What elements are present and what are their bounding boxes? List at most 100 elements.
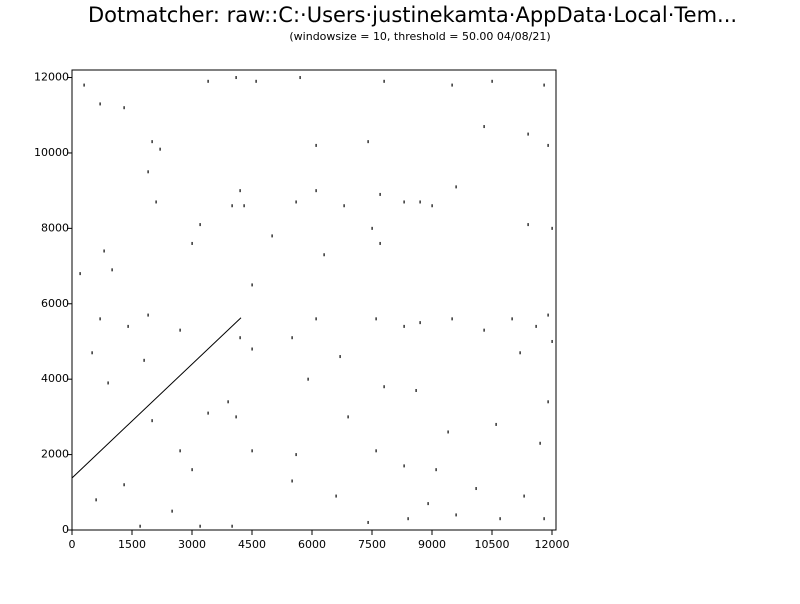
dot [419,200,421,204]
dot [419,321,421,325]
dot [103,249,105,253]
dot [543,517,545,521]
dot [231,524,233,528]
dot [127,324,129,328]
dot [347,415,349,419]
dot [527,223,529,227]
dot [99,102,101,106]
dot [191,468,193,472]
dot [491,79,493,83]
dot [171,509,173,513]
dot [551,339,553,343]
y-tick-label: 6000 [41,297,69,310]
dot [523,494,525,498]
dot [179,328,181,332]
dot [107,381,109,385]
dot [295,200,297,204]
dot [83,83,85,87]
dot [271,234,273,238]
dot [379,192,381,196]
x-tick-label: 12000 [535,538,570,551]
x-tick-label: 0 [69,538,76,551]
y-tick-label: 2000 [41,448,69,461]
dot [367,140,369,144]
dot [207,411,209,415]
y-tick-label: 0 [62,523,69,536]
dot [295,453,297,457]
dot [407,517,409,521]
dot [239,189,241,193]
dot [235,415,237,419]
dot [375,317,377,321]
dot [339,355,341,359]
dot [455,185,457,189]
dot [483,125,485,129]
dot [451,83,453,87]
dot [403,200,405,204]
dot [227,400,229,404]
chart-title: Dotmatcher: raw::C:·Users·justinekamta·A… [88,3,737,27]
dot [383,79,385,83]
dot [147,170,149,174]
dot [299,76,301,80]
dot [511,317,513,321]
y-tick-label: 8000 [41,221,69,234]
dot [495,422,497,426]
dot [535,324,537,328]
x-tick-label: 6000 [298,538,326,551]
dot [475,487,477,491]
dot [199,223,201,227]
dot [403,464,405,468]
dot [343,204,345,208]
dot [547,313,549,317]
dot [143,358,145,362]
dot [451,317,453,321]
dot [291,479,293,483]
dot [239,336,241,340]
dot [151,140,153,144]
dot [315,317,317,321]
dot [99,317,101,321]
dot [79,272,81,276]
dot [539,441,541,445]
dot [519,351,521,355]
match-line [71,317,242,479]
dot [431,204,433,208]
x-tick-label: 10500 [475,538,510,551]
dot [235,76,237,80]
dot [147,313,149,317]
dot [255,79,257,83]
dot [251,283,253,287]
dot [547,400,549,404]
dot [323,253,325,257]
dot [159,147,161,151]
dot [551,226,553,230]
dot [403,324,405,328]
dot [199,524,201,528]
dot [315,143,317,147]
dot [151,419,153,423]
dot [371,226,373,230]
plot-frame [71,69,557,531]
x-tick-label: 9000 [418,538,446,551]
dot [251,347,253,351]
dot [123,106,125,110]
dot [123,483,125,487]
x-tick-label: 4500 [238,538,266,551]
y-tick-label: 12000 [34,71,69,84]
dot [375,449,377,453]
dot [383,385,385,389]
dot [367,520,369,524]
chart-subtitle: (windowsize = 10, threshold = 50.00 04/0… [289,30,550,43]
dot [243,204,245,208]
dot [207,79,209,83]
dot [291,336,293,340]
y-tick-label: 10000 [34,146,69,159]
dot [427,502,429,506]
dot [251,449,253,453]
dot [91,351,93,355]
dot [335,494,337,498]
dot [415,388,417,392]
